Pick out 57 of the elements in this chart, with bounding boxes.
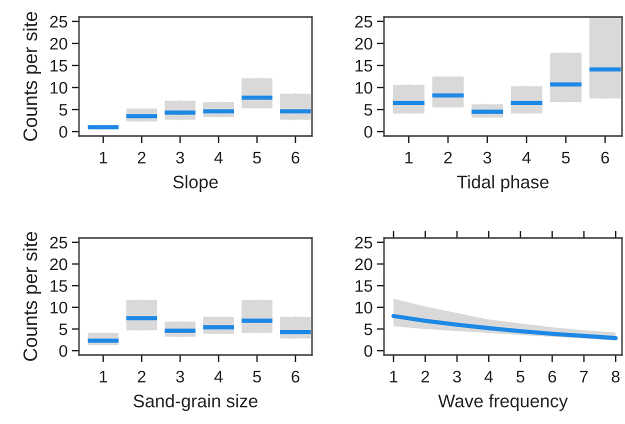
y-tick-label: 20 [50, 38, 68, 50]
x-tick-label: 4 [214, 152, 223, 164]
y-tick-label: 15 [50, 280, 68, 292]
x-tick-label: 1 [405, 152, 413, 164]
y-tick-label: 5 [364, 104, 372, 116]
x-tick-label: 4 [484, 370, 493, 382]
y-tick-label: 5 [59, 104, 68, 116]
y-tick-label: 10 [50, 302, 68, 314]
x-tick-label: 3 [483, 152, 492, 164]
y-tick-label: 0 [59, 345, 68, 357]
x-axis-title: Tidal phase [457, 175, 549, 192]
y-tick-label: 15 [356, 60, 372, 72]
x-tick-label: 6 [292, 152, 300, 164]
y-tick-label: 0 [364, 126, 372, 138]
x-axis-title: Slope [173, 175, 218, 192]
y-tick-label: 20 [355, 258, 372, 270]
y-tick-label: 10 [356, 82, 372, 94]
x-tick-label: 5 [562, 152, 570, 164]
y-axis-title: Counts per site [22, 12, 42, 141]
x-tick-label: 3 [176, 370, 184, 383]
y-tick-label: 20 [355, 38, 372, 50]
x-tick-label: 3 [176, 152, 184, 164]
x-tick-label: 6 [292, 370, 300, 383]
x-tick-label: 2 [138, 370, 146, 382]
y-tick-label: 5 [59, 324, 68, 336]
x-tick-label: 1 [390, 370, 398, 382]
x-axis-title: Wave frequency [438, 394, 568, 411]
y-tick-label: 25 [50, 16, 68, 28]
x-tick-label: 8 [612, 370, 620, 383]
y-tick-label: 25 [355, 236, 372, 249]
x-tick-label: 6 [601, 152, 610, 164]
y-tick-label: 20 [50, 258, 68, 270]
x-tick-label: 2 [421, 370, 430, 382]
x-tick-label: 1 [100, 152, 108, 164]
x-tick-label: 4 [522, 152, 531, 164]
x-tick-label: 2 [444, 152, 452, 164]
x-tick-label: 1 [100, 370, 108, 382]
x-tick-label: 3 [452, 370, 461, 383]
x-tick-label: 4 [214, 370, 223, 382]
y-tick-label: 0 [59, 126, 68, 138]
y-tick-label: 25 [50, 236, 68, 249]
y-tick-label: 10 [356, 302, 372, 314]
x-tick-label: 5 [253, 370, 261, 383]
line-series [391, 314, 618, 340]
y-tick-label: 25 [355, 16, 372, 28]
y-tick-label: 10 [50, 82, 68, 94]
y-tick-label: 5 [364, 324, 372, 336]
x-tick-label: 5 [516, 370, 524, 383]
x-axis-title: Sand-grain size [134, 394, 258, 411]
y-tick-label: 15 [50, 60, 68, 72]
y-axis-title: Counts per site [22, 232, 42, 361]
y-tick-label: 15 [356, 280, 372, 292]
x-tick-label: 2 [138, 152, 146, 164]
x-tick-label: 5 [253, 152, 261, 164]
y-tick-label: 0 [364, 345, 372, 357]
x-tick-label: 7 [580, 370, 588, 382]
x-tick-label: 6 [548, 370, 556, 383]
